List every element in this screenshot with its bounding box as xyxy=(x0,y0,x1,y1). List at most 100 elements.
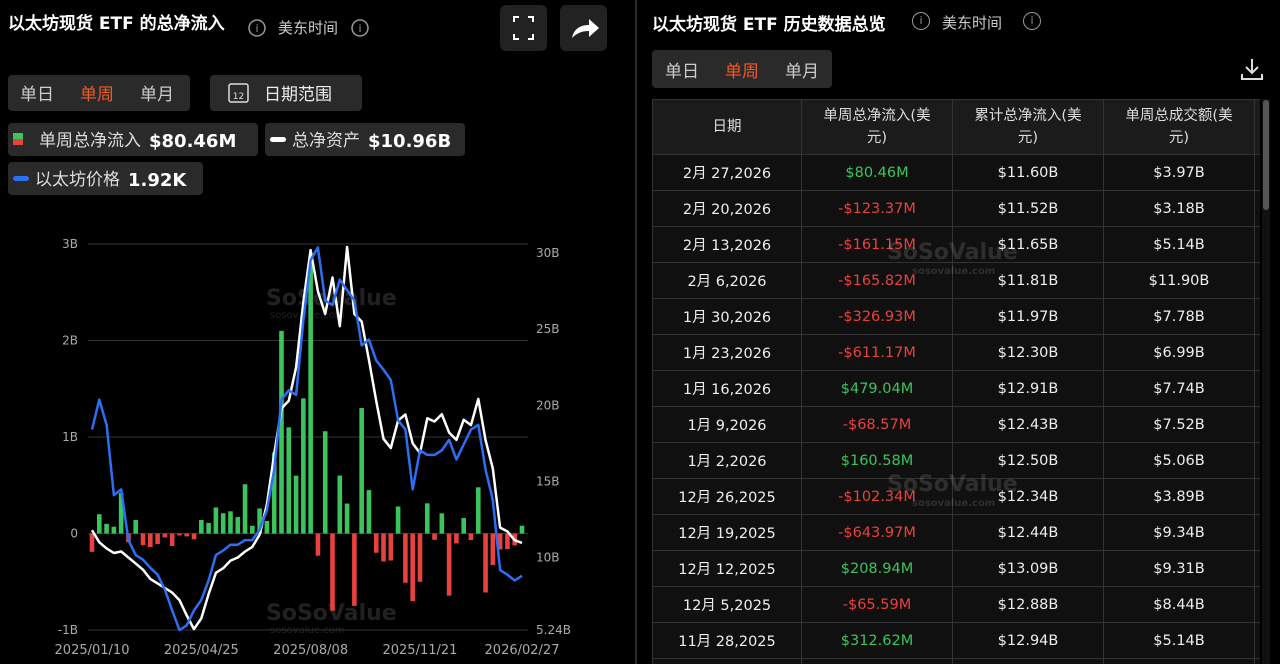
y2-tick-label: 10B xyxy=(536,551,560,565)
table-cell: $12.91B xyxy=(952,370,1104,407)
table-cell: $11.52B xyxy=(952,190,1104,227)
bar xyxy=(359,408,364,534)
scrollbar-track xyxy=(1262,99,1270,664)
bar xyxy=(220,513,226,534)
table-row: 1月 23,2026-$611.17M$12.30B$6.99B$17.70B xyxy=(652,334,1260,371)
table-cell: $18.70B xyxy=(1254,406,1260,443)
table-cell: $8.44B xyxy=(1103,586,1255,623)
table-cell: $12.50B xyxy=(952,442,1104,479)
x-tick-label: 2025/08/08 xyxy=(273,643,348,658)
info-icon-glyph: i xyxy=(255,22,258,35)
bar xyxy=(199,519,204,534)
table-cell: $12.34B xyxy=(952,478,1104,515)
right-panel: 以太坊现货 ETF 历史数据总览 i 美东时间 i 单日 单周 单月 日期 单周总净流… xyxy=(637,0,1280,664)
y-tick-label: 3B xyxy=(62,237,78,251)
table-cell: -$326.93M xyxy=(801,298,953,335)
legend-chip[interactable] xyxy=(265,123,465,156)
table-cell: $19.42B xyxy=(1254,550,1260,587)
table-cell: $11.97B xyxy=(952,298,1104,335)
table-cell: $12.30B xyxy=(952,334,1104,371)
table-cell: $7.52B xyxy=(1103,406,1255,443)
scrollbar-thumb[interactable] xyxy=(1263,100,1269,210)
bar xyxy=(242,484,248,534)
tab[interactable]: 单月 xyxy=(140,85,174,105)
y-tick-label: 1B xyxy=(62,430,78,444)
bar xyxy=(271,452,277,534)
table-cell: $10.96B xyxy=(1254,154,1260,191)
table-row: 12月 12,2025$208.94M$13.09B$9.31B$19.42B xyxy=(652,550,1260,587)
table-cell: 2月 6,2026 xyxy=(652,262,802,299)
tab[interactable]: 单日 xyxy=(20,85,54,105)
legend-chip[interactable] xyxy=(8,123,258,156)
table-cell: -$165.82M xyxy=(801,262,953,299)
tab[interactable]: 单日 xyxy=(665,61,699,82)
table-cell: -$500.25M xyxy=(801,658,953,664)
legend-label: 总净资产 xyxy=(292,131,360,151)
bar xyxy=(352,533,357,606)
bar xyxy=(148,533,153,548)
bar xyxy=(475,487,481,534)
table-row: 1月 9,2026-$68.57M$12.43B$7.52B$18.70B xyxy=(652,406,1260,443)
table-row: 2月 20,2026-$123.37M$11.52B$3.18B$11.14B xyxy=(652,190,1260,227)
tab[interactable]: 单月 xyxy=(785,61,819,82)
bar xyxy=(381,533,386,562)
info-icon[interactable] xyxy=(351,19,369,37)
tab-group xyxy=(8,75,190,111)
column-header: 日期 xyxy=(652,99,802,155)
table-cell: -$102.34M xyxy=(801,478,953,515)
table-cell: $479.04M xyxy=(801,370,953,407)
watermark: sosovalue.com xyxy=(912,498,996,509)
bar xyxy=(104,523,109,534)
table-cell: 1月 2,2026 xyxy=(652,442,802,479)
y-tick-label: -1B xyxy=(58,623,78,637)
bar xyxy=(490,533,496,566)
table-cell: $11.65B xyxy=(952,226,1104,263)
info-icon[interactable]: i xyxy=(912,12,930,30)
bar xyxy=(206,522,211,534)
tab[interactable]: 单周 xyxy=(725,61,759,82)
table-cell: $12.88B xyxy=(952,586,1104,623)
table-cell: $11.60B xyxy=(952,154,1104,191)
bar xyxy=(89,533,95,552)
column-header: 总资产净值(美元) xyxy=(1254,99,1260,155)
bar xyxy=(257,508,262,534)
table-cell: $11.14B xyxy=(1254,190,1260,227)
bar xyxy=(468,533,474,541)
bar xyxy=(279,330,284,534)
table-row: 1月 16,2026$479.04M$12.91B$7.74B$20.42B xyxy=(652,370,1260,407)
y-tick-label: 0 xyxy=(70,527,78,541)
bar xyxy=(235,517,241,534)
bar xyxy=(432,533,437,540)
column-header: 单周总净流入(美元) xyxy=(801,99,953,155)
table-cell: $312.62M xyxy=(801,622,953,659)
table-cell: $18.21B xyxy=(1254,514,1260,551)
bar xyxy=(169,533,175,547)
panel-title: 以太坊现货 ETF 的总净流入 xyxy=(8,13,225,34)
table-cell: $3.18B xyxy=(1103,190,1255,227)
x-tick-label: 2025/11/21 xyxy=(382,643,457,658)
legend-chip[interactable] xyxy=(8,162,203,195)
legend-swatch xyxy=(13,176,29,181)
table-cell: $160.58M xyxy=(801,442,953,479)
table-cell: $7.78B xyxy=(1103,298,1255,335)
bar xyxy=(111,526,117,534)
fullscreen-button[interactable] xyxy=(500,5,547,51)
table-cell: -$68.57M xyxy=(801,406,953,443)
bar xyxy=(177,533,182,536)
table-cell: $9.34B xyxy=(1103,514,1255,551)
share-icon xyxy=(572,19,599,38)
tab[interactable]: 单周 xyxy=(80,85,114,105)
table-cell: 2月 20,2026 xyxy=(652,190,802,227)
bar xyxy=(439,513,445,534)
table-cell: $3.89B xyxy=(1103,478,1255,515)
y-tick-label: 2B xyxy=(62,334,78,348)
legend-swatch xyxy=(13,133,23,139)
calendar-icon-glyph: 12 xyxy=(233,92,244,102)
info-icon[interactable] xyxy=(248,19,266,37)
table-cell: $16.86B xyxy=(1254,658,1260,664)
table-cell: $5.06B xyxy=(1103,442,1255,479)
y2-tick-label: 30B xyxy=(536,246,560,260)
download-button[interactable] xyxy=(1239,56,1265,82)
info-icon[interactable]: i xyxy=(1023,12,1041,30)
table-row: 12月 5,2025-$65.59M$12.88B$8.44B$18.94B xyxy=(652,586,1260,623)
